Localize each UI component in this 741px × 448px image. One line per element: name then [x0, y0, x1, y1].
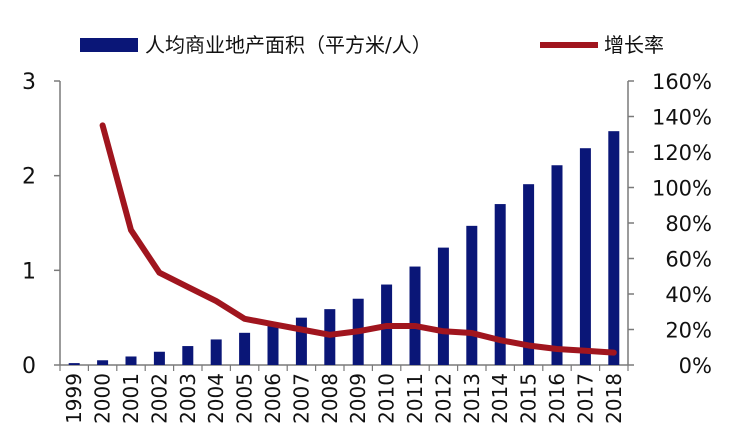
x-tick-label: 2005	[233, 373, 257, 424]
right-tick-label: 40%	[665, 283, 712, 307]
line-point-2016	[556, 348, 558, 350]
bar-2005	[239, 332, 251, 365]
line-series	[99, 122, 617, 356]
line-point-2003	[187, 286, 189, 288]
right-tick-label: 20%	[665, 319, 712, 343]
bar-2001	[125, 356, 137, 365]
bar-2016	[551, 165, 563, 365]
x-tick-label: 2000	[91, 373, 115, 424]
bar-2012	[437, 247, 449, 365]
right-tick-label: 100%	[652, 177, 712, 201]
line-point-2013	[471, 332, 473, 334]
right-tick-label: 120%	[652, 141, 712, 165]
right-tick-label: 140%	[652, 106, 712, 130]
line-point-2002	[158, 272, 160, 274]
line-point-2005	[244, 318, 246, 320]
x-tick-label: 2017	[573, 373, 597, 424]
legend-label-bar: 人均商业地产面积（平方米/人）	[145, 33, 432, 57]
line-point-2015	[528, 344, 530, 346]
bar-2011	[409, 266, 421, 365]
x-tick-label: 2002	[147, 373, 171, 424]
x-tick-label: 2015	[517, 373, 541, 424]
line-point-2007	[300, 329, 302, 330]
x-tick-label: 2013	[460, 373, 484, 424]
bar-2017	[579, 148, 591, 365]
bar-2013	[466, 225, 478, 365]
x-tick-label: 2001	[119, 373, 143, 424]
x-tick-label: 1999	[62, 373, 86, 424]
line-point-2006	[272, 323, 274, 325]
x-tick-label: 2012	[431, 373, 455, 424]
bar-series	[68, 131, 620, 365]
line-point-2018	[613, 352, 615, 354]
bar-2006	[267, 325, 279, 365]
bar-1999	[68, 363, 80, 365]
x-tick-label: 2011	[403, 373, 427, 424]
line-point-2000	[102, 124, 104, 126]
x-tick-label: 2014	[488, 373, 512, 424]
line-point-2009	[357, 330, 359, 332]
x-tick-label: 2007	[289, 373, 313, 424]
right-tick-label: 60%	[665, 248, 712, 272]
bar-2007	[295, 317, 307, 365]
legend-label-line: 增长率	[604, 33, 664, 57]
left-tick-label: 3	[22, 70, 36, 95]
line-point-2012	[442, 330, 444, 332]
legend-swatch-bar	[80, 38, 138, 52]
x-tick-label: 2018	[602, 373, 626, 424]
bar-2014	[494, 204, 506, 365]
line-point-2001	[130, 229, 132, 231]
line-point-2004	[215, 300, 217, 302]
line-point-2010	[386, 325, 388, 327]
line-point-2017	[584, 350, 586, 352]
line-point-2011	[414, 325, 416, 327]
bar-2000	[97, 360, 109, 365]
x-tick-label: 2003	[176, 373, 200, 424]
x-tick-label: 2004	[204, 373, 228, 424]
x-tick-label: 2006	[261, 373, 285, 424]
bar-2015	[523, 184, 535, 365]
bar-2004	[210, 339, 222, 365]
bar-2018	[608, 131, 620, 365]
line-point-2014	[499, 339, 501, 341]
x-tick-label: 2008	[318, 373, 342, 424]
bar-2003	[182, 346, 194, 365]
left-axis-ticks: 0 1 2 3	[22, 70, 60, 379]
left-tick-label: 1	[22, 259, 36, 284]
legend: 人均商业地产面积（平方米/人） 增长率	[80, 33, 664, 57]
x-tick-label: 2010	[375, 373, 399, 424]
right-tick-label: 160%	[652, 70, 712, 94]
right-axis-ticks: 0% 20% 40% 60% 80% 100% 120% 140% 160%	[628, 70, 712, 378]
right-tick-label: 0%	[679, 354, 712, 378]
right-tick-label: 80%	[665, 212, 712, 236]
bar-2002	[153, 351, 165, 365]
x-axis-ticks: 1999 2000 2001 2002 2003 2004 2005 2006 2007 2008…	[59, 365, 629, 424]
x-tick-label: 2009	[346, 373, 370, 424]
x-tick-label: 2016	[545, 373, 569, 424]
left-tick-label: 0	[22, 354, 36, 379]
left-tick-label: 2	[22, 165, 36, 190]
line-point-2008	[329, 334, 331, 336]
